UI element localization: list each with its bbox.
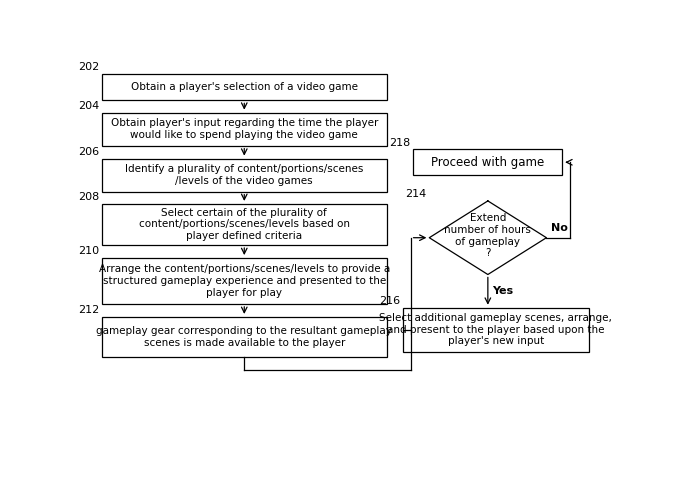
- Text: 210: 210: [78, 246, 99, 256]
- Text: Proceed with game: Proceed with game: [431, 156, 545, 169]
- FancyBboxPatch shape: [102, 258, 387, 304]
- Text: Extend
number of hours
of gameplay
?: Extend number of hours of gameplay ?: [444, 214, 531, 258]
- Text: Obtain player's input regarding the time the player
would like to spend playing : Obtain player's input regarding the time…: [111, 119, 378, 140]
- FancyBboxPatch shape: [414, 150, 563, 175]
- FancyBboxPatch shape: [102, 204, 387, 245]
- Text: gameplay gear corresponding to the resultant gameplay
scenes is made available t: gameplay gear corresponding to the resul…: [96, 326, 392, 348]
- Text: Obtain a player's selection of a video game: Obtain a player's selection of a video g…: [131, 82, 358, 92]
- Text: 214: 214: [405, 189, 427, 199]
- Text: 212: 212: [78, 305, 99, 315]
- Text: No: No: [551, 223, 567, 233]
- FancyBboxPatch shape: [102, 159, 387, 192]
- Text: 218: 218: [390, 138, 411, 148]
- Text: 204: 204: [78, 101, 99, 111]
- FancyBboxPatch shape: [102, 74, 387, 100]
- Text: Select certain of the plurality of
content/portions/scenes/levels based on
playe: Select certain of the plurality of conte…: [139, 208, 350, 241]
- FancyBboxPatch shape: [102, 317, 387, 358]
- Text: 202: 202: [78, 62, 99, 72]
- FancyBboxPatch shape: [102, 113, 387, 146]
- Text: Select additional gameplay scenes, arrange,
and present to the player based upon: Select additional gameplay scenes, arran…: [379, 313, 612, 347]
- Text: 208: 208: [78, 192, 99, 202]
- Text: Identify a plurality of content/portions/scenes
/levels of the video games: Identify a plurality of content/portions…: [125, 164, 363, 186]
- Text: 206: 206: [78, 147, 99, 157]
- FancyBboxPatch shape: [403, 308, 589, 352]
- Text: Yes: Yes: [492, 286, 513, 296]
- Text: Arrange the content/portions/scenes/levels to provide a
structured gameplay expe: Arrange the content/portions/scenes/leve…: [99, 264, 390, 298]
- Text: 216: 216: [379, 296, 400, 306]
